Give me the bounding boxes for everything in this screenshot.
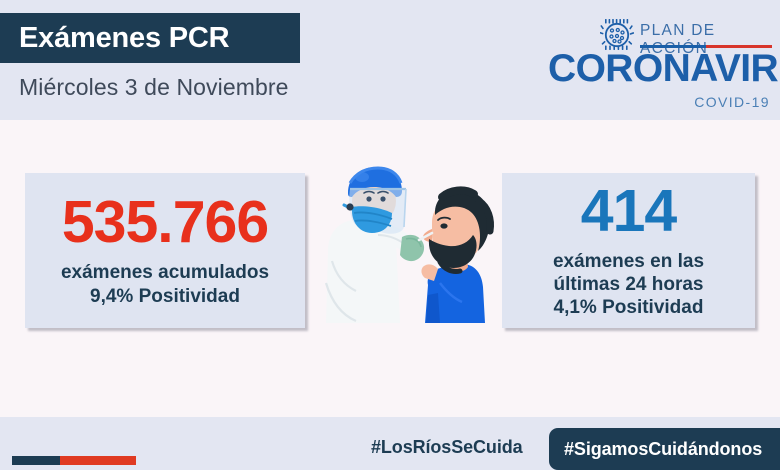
stat-card-accumulated: 535.766 exámenes acumulados 9,4% Positiv… bbox=[25, 173, 305, 328]
hashtag-region: #LosRíosSeCuida bbox=[371, 437, 523, 457]
covid19-label: COVID-19 bbox=[694, 94, 770, 110]
plan-de-accion-label: PLAN DE ACCIÓN bbox=[640, 22, 716, 57]
corner-bar-navy-segment bbox=[12, 456, 60, 465]
accumulated-caption-line-1: exámenes acumulados bbox=[60, 262, 270, 284]
corner-bar-red-segment bbox=[60, 456, 136, 465]
header-band: Exámenes PCR Miércoles 3 de Noviembre bbox=[0, 0, 780, 120]
hashtag-campaign-label: #SigamosCuidándonos bbox=[564, 438, 763, 459]
accumulated-positivity-rate: 9,4% Positividad bbox=[90, 285, 240, 307]
coronavirus-icon bbox=[600, 19, 634, 50]
stat-card-last24h: 414 exámenes en las últimas 24 horas 4,1… bbox=[502, 173, 755, 328]
chile-flag-divider bbox=[640, 45, 772, 48]
coronavirus-wordmark: CORONAVIRUS bbox=[548, 47, 780, 90]
last24h-exams-caption: exámenes en las últimas 24 horas 4,1% Po… bbox=[553, 250, 704, 320]
accumulated-exams-caption: exámenes acumulados 9,4% Positividad bbox=[61, 261, 269, 307]
coronavirus-plan-logo: PLAN DE ACCIÓN CORONAVIRUS COVID-19 bbox=[548, 18, 780, 110]
accumulated-exams-value: 535.766 bbox=[61, 189, 269, 256]
report-date: Miércoles 3 de Noviembre bbox=[19, 74, 289, 100]
last24h-caption-line-1: exámenes en las bbox=[552, 250, 705, 272]
page-title: Exámenes PCR bbox=[19, 21, 230, 54]
hashtag-campaign-badge: #SigamosCuidándonos bbox=[549, 428, 780, 470]
title-banner: Exámenes PCR bbox=[0, 13, 300, 63]
decorative-corner-bar bbox=[12, 456, 136, 465]
last24h-caption-line-2: últimas 24 horas bbox=[553, 273, 704, 295]
pcr-nasal-swab-illustration bbox=[324, 166, 494, 323]
last24h-positivity-rate: 4,1% Positividad bbox=[553, 297, 704, 319]
last24h-exams-value: 414 bbox=[580, 177, 677, 244]
